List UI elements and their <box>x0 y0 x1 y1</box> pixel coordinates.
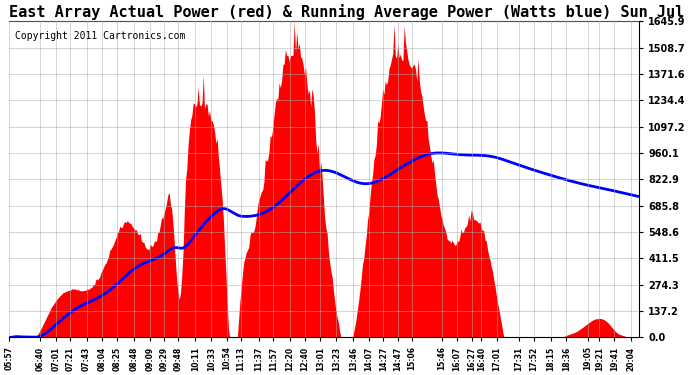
Text: Copyright 2011 Cartronics.com: Copyright 2011 Cartronics.com <box>15 31 186 41</box>
Text: East Array Actual Power (red) & Running Average Power (Watts blue) Sun Jul 3 20:: East Array Actual Power (red) & Running … <box>9 4 690 20</box>
